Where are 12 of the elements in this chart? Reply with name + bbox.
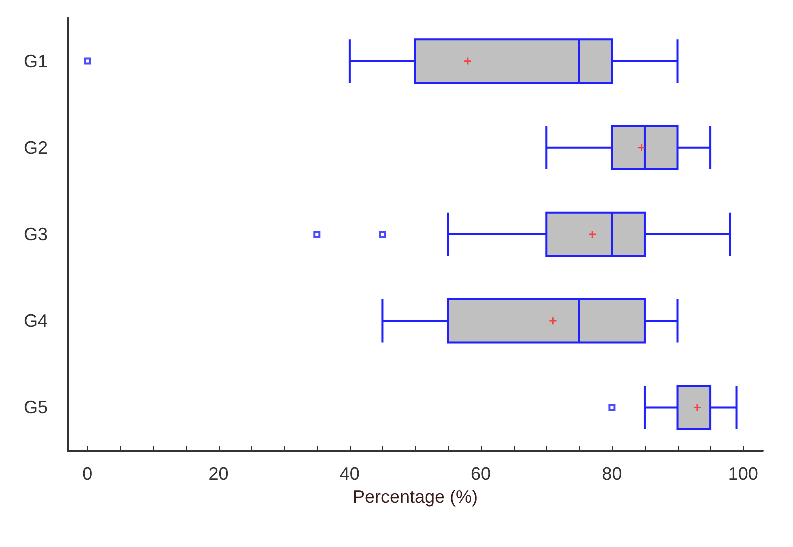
y-tick-label: G1 [24,51,48,72]
y-tick-label: G5 [24,398,48,418]
x-tick-label: 20 [208,464,229,484]
x-axis-title: Percentage (%) [352,486,478,507]
x-tick-label: 80 [602,464,622,484]
y-tick-label: G3 [24,224,48,244]
x-tick-label: 0 [82,464,93,484]
x-tick-label: 100 [728,464,758,484]
x-tick-label: 40 [340,464,360,484]
x-tick-label: 60 [471,464,492,484]
y-tick-label: G2 [24,138,48,158]
y-tick-label: G4 [24,311,48,332]
